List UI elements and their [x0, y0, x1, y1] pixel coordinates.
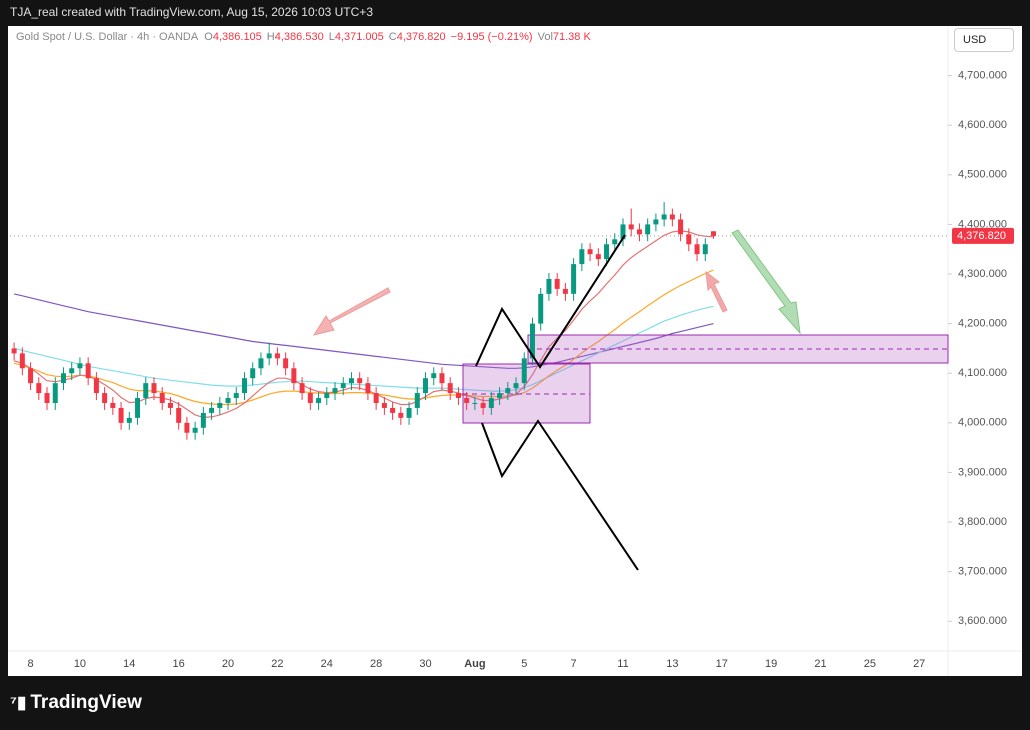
attribution: TJA_real created with TradingView.com, A…	[10, 5, 373, 19]
x-tick-label: 22	[271, 658, 283, 670]
x-tick-label: 21	[814, 658, 826, 670]
x-tick-label: 13	[666, 658, 678, 670]
volume-key: Vol	[537, 31, 553, 43]
change: −9.195 (−0.21%)	[450, 31, 533, 43]
x-tick-label: 16	[173, 658, 185, 670]
y-tick-label: 4,500.000	[958, 169, 1007, 181]
x-tick-label: 25	[864, 658, 876, 670]
x-tick-label: 14	[123, 658, 135, 670]
y-tick-label: 3,800.000	[958, 516, 1007, 528]
ohlc-key: C	[388, 31, 397, 43]
arrow	[731, 229, 801, 335]
moving-average	[13, 293, 714, 369]
last-price-label: 4,376.820	[957, 230, 1006, 242]
currency-button[interactable]: USD	[954, 28, 1014, 52]
y-tick-label: 4,000.000	[958, 417, 1007, 429]
y-tick-label: 4,600.000	[958, 119, 1007, 131]
x-tick-label: 7	[571, 658, 577, 670]
x-tick-label: 17	[716, 658, 728, 670]
y-tick-label: 4,400.000	[958, 218, 1007, 230]
last-price-box	[952, 227, 1014, 244]
y-tick-label: 4,700.000	[958, 70, 1007, 82]
arrow	[312, 287, 391, 336]
ohlc-value: 4,386.530	[274, 31, 324, 43]
moving-average	[13, 305, 714, 392]
ohlc-key: L	[328, 31, 335, 43]
ohlc: O4,386.105 H4,386.530 L4,371.005 C4,376.820	[204, 31, 450, 43]
y-tick-label: 4,300.000	[958, 268, 1007, 280]
moving-average	[13, 269, 714, 406]
x-tick-label: 19	[765, 658, 777, 670]
x-tick-label: 10	[74, 658, 86, 670]
y-tick-label: 4,200.000	[958, 318, 1007, 330]
y-tick-label: 3,600.000	[958, 615, 1007, 627]
symbol-legend: Gold Spot / U.S. Dollar · 4h · OANDA O4,…	[16, 31, 596, 43]
brand: ⁷▮ TradingView	[10, 692, 142, 714]
x-tick-label: 28	[370, 658, 382, 670]
chart-panel	[8, 26, 1022, 676]
brand-name: TradingView	[30, 692, 142, 713]
x-tick-label: 20	[222, 658, 234, 670]
ohlc-value: 4,386.105	[212, 31, 262, 43]
ohlc-value: 4,371.005	[334, 31, 384, 43]
ohlc-key: H	[266, 31, 275, 43]
x-tick-label: 30	[419, 658, 431, 670]
y-tick-label: 4,100.000	[958, 367, 1007, 379]
x-tick-label: 5	[521, 658, 527, 670]
pattern-line	[475, 234, 626, 369]
x-tick-label: 24	[321, 658, 333, 670]
symbol: Gold Spot / U.S. Dollar · 4h · OANDA	[16, 31, 199, 43]
y-tick-label: 3,900.000	[958, 466, 1007, 478]
volume: 71.38 K	[552, 31, 591, 43]
logo: ⁷▮	[10, 693, 27, 712]
moving-average	[13, 230, 714, 419]
x-tick-label: 8	[28, 658, 34, 670]
pattern-line	[481, 419, 639, 571]
ohlc-key: O	[204, 31, 213, 43]
arrow	[705, 270, 728, 313]
x-tick-label: 11	[617, 658, 628, 670]
x-tick-label: Aug	[464, 658, 485, 670]
ohlc-value: 4,376.820	[396, 31, 446, 43]
x-tick-label: 27	[913, 658, 925, 670]
y-tick-label: 3,700.000	[958, 566, 1007, 578]
